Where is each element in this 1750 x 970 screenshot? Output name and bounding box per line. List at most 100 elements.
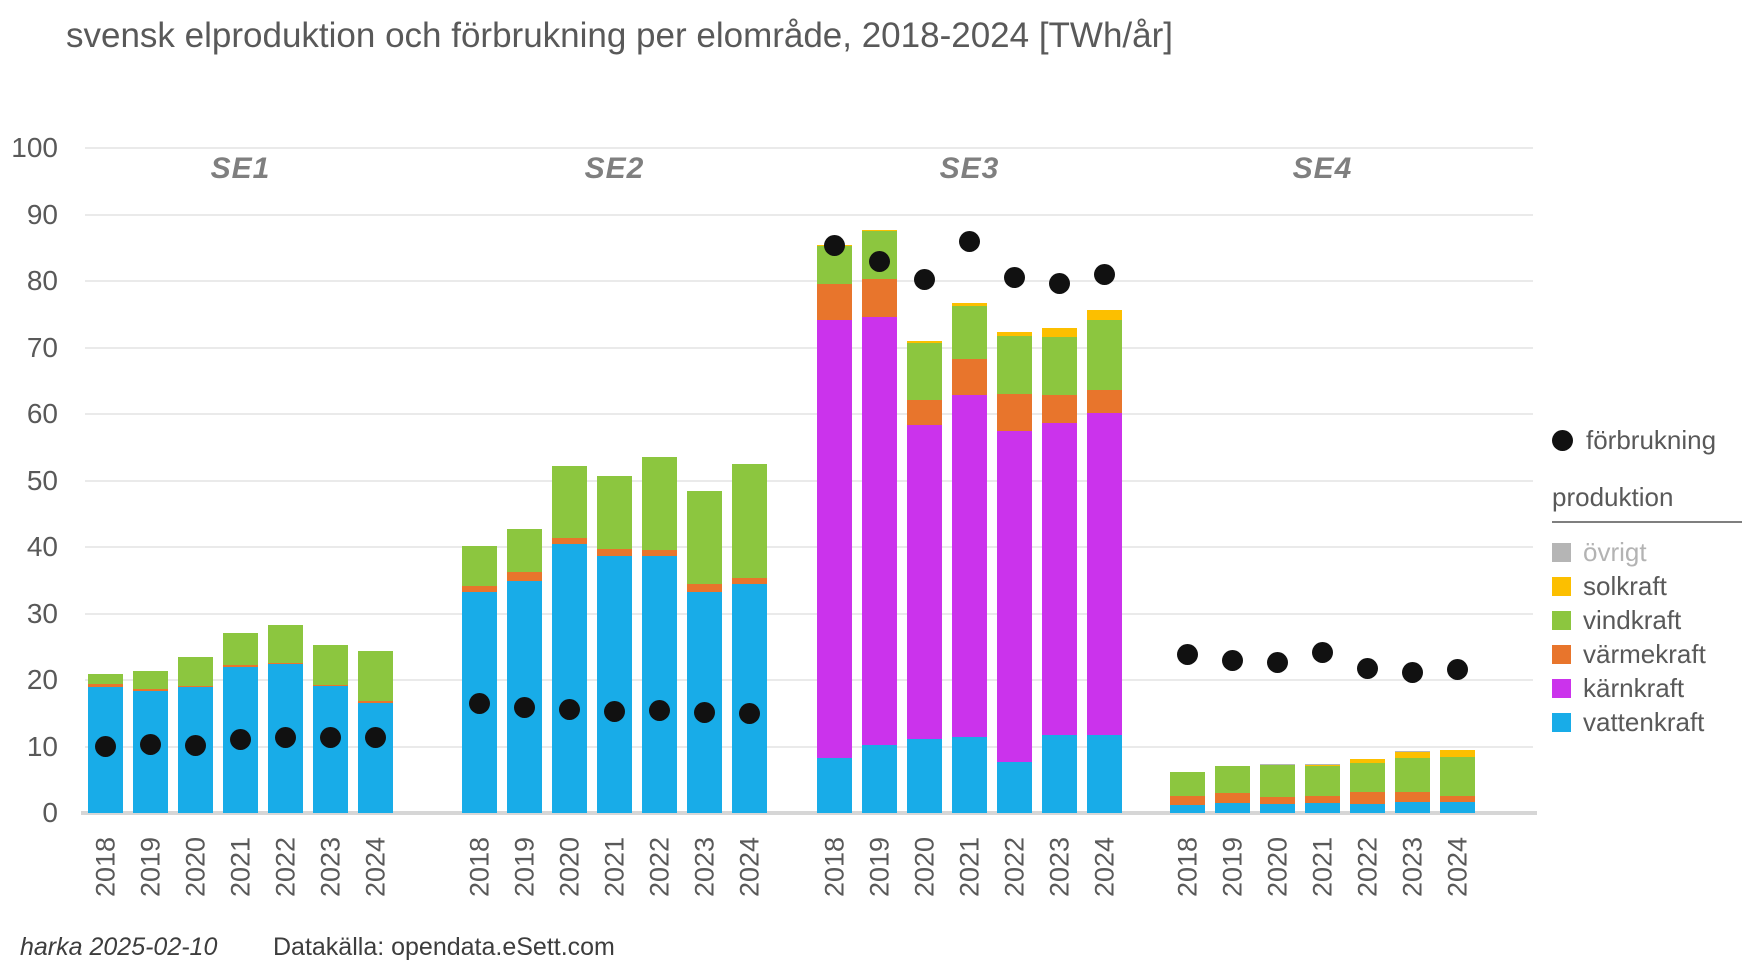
consumption-dot-SE1-2022 bbox=[275, 727, 296, 749]
legend-production-header: produktion bbox=[1552, 482, 1742, 523]
legend-swatch-kärnkraft bbox=[1552, 678, 1571, 698]
segment-vattenkraft bbox=[1395, 801, 1430, 813]
group-label-SE1: SE1 bbox=[210, 152, 271, 185]
y-tick-label-100: 100 bbox=[11, 132, 58, 163]
year-label-SE3-2023: 2023 bbox=[1044, 836, 1074, 898]
segment-värmekraft bbox=[358, 701, 393, 703]
bar-SE2-2023 bbox=[687, 490, 722, 813]
consumption-dot-SE1-2020 bbox=[185, 735, 206, 757]
segment-vattenkraft bbox=[1170, 805, 1205, 813]
bar-SE3-2021 bbox=[952, 302, 987, 813]
segment-vattenkraft bbox=[313, 685, 348, 813]
legend-swatch-övrigt bbox=[1552, 542, 1571, 562]
segment-vattenkraft bbox=[1087, 735, 1122, 813]
gridline-60 bbox=[85, 413, 1533, 415]
consumption-dot-SE1-2021 bbox=[230, 729, 251, 751]
year-label-SE3-2018: 2018 bbox=[819, 836, 849, 898]
year-label-SE1-2022: 2022 bbox=[270, 836, 300, 898]
segment-värmekraft bbox=[732, 578, 767, 584]
y-tick-label-90: 90 bbox=[26, 198, 58, 230]
segment-övrigt bbox=[1260, 763, 1295, 765]
year-label-SE4-2019: 2019 bbox=[1217, 836, 1247, 898]
segment-vattenkraft bbox=[1042, 734, 1077, 813]
segment-vindkraft bbox=[1170, 771, 1205, 796]
segment-vindkraft bbox=[1395, 758, 1430, 792]
segment-vindkraft bbox=[1260, 765, 1295, 798]
year-label-SE1-2024: 2024 bbox=[360, 836, 390, 898]
consumption-dot-SE2-2018 bbox=[469, 693, 490, 715]
bar-SE4-2019 bbox=[1215, 766, 1250, 813]
legend-item-vattenkraft: vattenkraft bbox=[1552, 705, 1742, 739]
segment-värmekraft bbox=[952, 359, 987, 396]
gridline-40 bbox=[85, 546, 1533, 548]
segment-värmekraft bbox=[817, 283, 852, 321]
legend-item-kärnkraft: kärnkraft bbox=[1552, 671, 1742, 705]
legend-label-värmekraft: värmekraft bbox=[1583, 638, 1706, 669]
segment-övrigt bbox=[1395, 750, 1430, 752]
year-label-SE2-2019: 2019 bbox=[509, 836, 539, 898]
segment-värmekraft bbox=[1395, 791, 1430, 802]
bar-SE3-2022 bbox=[997, 332, 1032, 813]
bar-SE4-2022 bbox=[1350, 759, 1385, 813]
bar-SE3-2023 bbox=[1042, 328, 1077, 813]
segment-vindkraft bbox=[88, 674, 123, 684]
legend-swatch-solkraft bbox=[1552, 576, 1571, 596]
year-label-SE1-2023: 2023 bbox=[315, 836, 345, 898]
segment-vattenkraft bbox=[552, 543, 587, 813]
segment-solkraft bbox=[862, 230, 897, 232]
segment-vattenkraft bbox=[1305, 803, 1340, 813]
legend-consumption-entry: förbrukning bbox=[1552, 425, 1742, 456]
segment-kärnkraft bbox=[997, 431, 1032, 763]
segment-vattenkraft bbox=[1440, 802, 1475, 813]
consumption-dot-SE2-2024 bbox=[739, 702, 760, 724]
legend-production-items: övrigt solkraft vindkraft värmekraft kärnkra… bbox=[1552, 535, 1742, 739]
bar-SE2-2021 bbox=[597, 475, 632, 813]
segment-värmekraft bbox=[462, 585, 497, 593]
consumption-dot-SE3-2021 bbox=[959, 231, 980, 253]
segment-vattenkraft bbox=[732, 583, 767, 813]
consumption-dot-SE1-2023 bbox=[320, 727, 341, 749]
bar-SE3-2020 bbox=[907, 340, 942, 813]
consumption-dot-SE1-2018 bbox=[95, 736, 116, 757]
segment-solkraft bbox=[1395, 751, 1430, 759]
footer-signature: harka 2025-02-10 bbox=[20, 933, 218, 961]
segment-kärnkraft bbox=[907, 425, 942, 740]
group-label-SE3: SE3 bbox=[939, 152, 1000, 185]
segment-vindkraft bbox=[907, 342, 942, 401]
segment-vindkraft bbox=[1042, 336, 1077, 395]
legend-label-vindkraft: vindkraft bbox=[1583, 604, 1682, 635]
segment-värmekraft bbox=[1305, 795, 1340, 804]
consumption-dot-SE2-2021 bbox=[604, 700, 625, 722]
segment-vindkraft bbox=[178, 657, 213, 686]
segment-vindkraft bbox=[597, 475, 632, 549]
segment-värmekraft bbox=[507, 572, 542, 581]
year-label-SE3-2024: 2024 bbox=[1089, 836, 1119, 898]
segment-vindkraft bbox=[1215, 766, 1250, 794]
segment-värmekraft bbox=[133, 689, 168, 692]
segment-vindkraft bbox=[507, 529, 542, 573]
y-tick-label-50: 50 bbox=[26, 464, 58, 496]
segment-värmekraft bbox=[907, 400, 942, 426]
segment-värmekraft bbox=[313, 684, 348, 686]
year-label-SE4-2022: 2022 bbox=[1352, 836, 1382, 898]
segment-vattenkraft bbox=[997, 762, 1032, 813]
bar-SE1-2023 bbox=[313, 645, 348, 813]
consumption-dot-SE4-2022 bbox=[1357, 657, 1378, 679]
year-label-SE1-2021: 2021 bbox=[225, 836, 255, 898]
consumption-dot-SE4-2019 bbox=[1222, 650, 1243, 672]
segment-vindkraft bbox=[1087, 320, 1122, 391]
year-label-SE3-2020: 2020 bbox=[909, 836, 939, 898]
legend-item-solkraft: solkraft bbox=[1552, 569, 1742, 603]
segment-värmekraft bbox=[1260, 797, 1295, 804]
bar-SE3-2024 bbox=[1087, 310, 1122, 813]
segment-vindkraft bbox=[642, 457, 677, 551]
segment-kärnkraft bbox=[952, 395, 987, 738]
y-tick-label-30: 30 bbox=[26, 597, 58, 629]
consumption-dot-SE2-2022 bbox=[649, 700, 670, 722]
segment-övrigt bbox=[1305, 763, 1340, 766]
consumption-dot-SE2-2023 bbox=[694, 702, 715, 724]
bar-SE2-2020 bbox=[552, 465, 587, 813]
segment-kärnkraft bbox=[1042, 423, 1077, 735]
consumption-dot-SE4-2024 bbox=[1447, 658, 1468, 680]
